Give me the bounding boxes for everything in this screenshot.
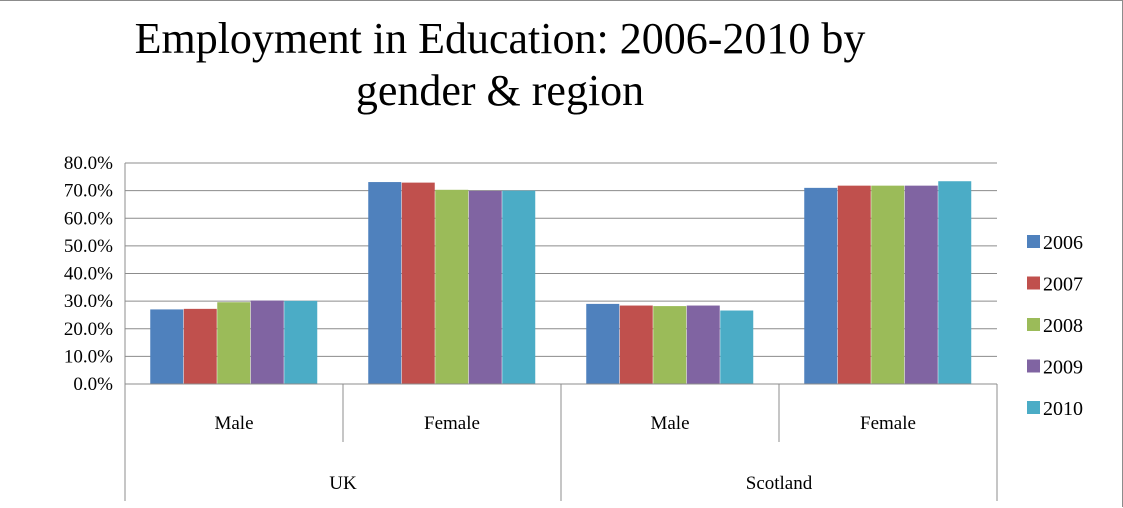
chart-title-line-1: Employment in Education: 2006-2010 by [134, 14, 866, 63]
bar-2007 [401, 182, 435, 384]
x-category-label: Female [424, 413, 480, 434]
legend-swatch [1027, 318, 1040, 331]
bar-2006 [368, 182, 402, 384]
bar-2009 [686, 305, 720, 384]
bar-2010 [284, 300, 318, 384]
x-group-label: Scotland [746, 473, 813, 494]
chart-title-line-2: gender & region [355, 66, 645, 115]
legend-swatch [1027, 276, 1040, 290]
bar-2009 [468, 190, 502, 384]
x-category-label: Male [650, 413, 689, 434]
x-category-label: Female [860, 413, 916, 434]
y-tick-label: 80.0% [64, 153, 113, 174]
bar-2008 [435, 189, 469, 384]
x-group-label: UK [329, 473, 357, 494]
bars [150, 181, 972, 384]
legend-label: 2010 [1043, 398, 1083, 420]
y-tick-label: 60.0% [64, 208, 113, 229]
bar-2006 [586, 303, 620, 384]
legend-label: 2008 [1043, 315, 1083, 337]
y-tick-label: 30.0% [64, 291, 113, 312]
y-tick-label: 10.0% [64, 346, 113, 367]
bar-2006 [150, 309, 184, 384]
y-tick-label: 70.0% [64, 181, 113, 202]
legend-swatch [1027, 235, 1040, 248]
y-tick-label: 0.0% [73, 374, 113, 395]
legend-swatch [1027, 359, 1040, 373]
bar-2008 [653, 306, 687, 384]
y-tick-label: 50.0% [64, 236, 113, 257]
bar-2007 [837, 185, 871, 384]
legend-swatch [1027, 401, 1040, 414]
x-axis [124, 163, 998, 501]
bar-2010 [938, 181, 972, 384]
x-category-label: Male [214, 413, 253, 434]
y-axis-tick-labels: 0.0% 10.0% 20.0% 30.0% 40.0% 50.0% 60.0% 70.0% 8… [64, 153, 113, 395]
y-tick-label: 20.0% [64, 319, 113, 340]
bar-2010 [720, 310, 754, 384]
legend-label: 2006 [1043, 232, 1083, 254]
bar-2008 [217, 302, 251, 384]
legend-label: 2007 [1043, 274, 1083, 296]
bar-2007 [183, 308, 217, 384]
bar-2010 [502, 190, 536, 384]
chart-title: Employment in Education: 2006-2010 by ge… [0, 13, 1000, 117]
bar-2009 [904, 185, 938, 384]
legend: 2006 2007 2008 2009 2010 [1027, 232, 1083, 420]
bar-2008 [871, 185, 905, 384]
y-tick-label: 40.0% [64, 264, 113, 285]
bar-2007 [619, 305, 653, 384]
bar-2006 [804, 187, 838, 384]
x-axis-labels: Male Female Male Female UK Scotland [214, 413, 915, 494]
bar-2009 [250, 300, 284, 384]
legend-label: 2009 [1043, 357, 1083, 379]
